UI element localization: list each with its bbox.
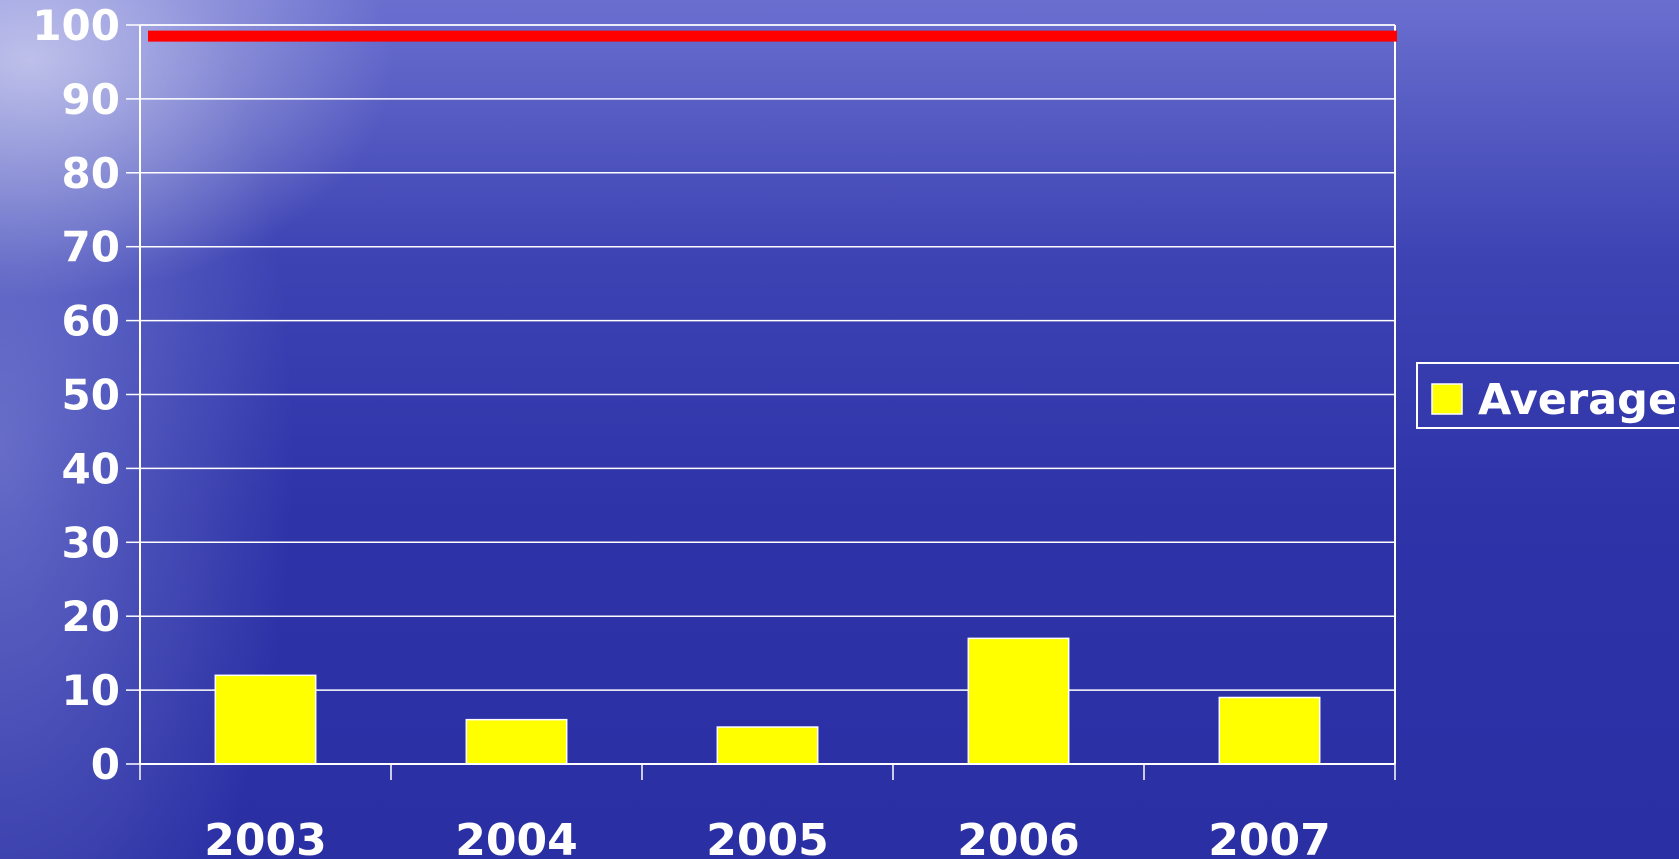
y-tick-label: 30 xyxy=(62,518,120,567)
x-tick-label: 2007 xyxy=(1208,815,1330,859)
y-tick-label: 10 xyxy=(62,666,120,715)
x-tick-label: 2003 xyxy=(204,815,326,859)
legend: Average xyxy=(1416,362,1679,429)
legend-label: Average xyxy=(1478,375,1677,425)
y-tick-label: 0 xyxy=(91,740,120,789)
bar-2006 xyxy=(967,637,1070,765)
y-tick-label: 50 xyxy=(62,371,120,420)
bar-2005 xyxy=(716,726,819,765)
bar-2007 xyxy=(1218,696,1321,765)
legend-box xyxy=(1416,362,1679,429)
bars xyxy=(214,637,1321,765)
y-tick-label: 70 xyxy=(62,223,120,272)
y-tick-label: 20 xyxy=(62,592,120,641)
bar-2004 xyxy=(465,718,568,765)
y-tick-labels: 0 10 20 30 40 50 60 70 80 90 100 xyxy=(32,1,120,789)
y-tick-label: 90 xyxy=(62,75,120,124)
y-tick-label: 60 xyxy=(62,297,120,346)
x-tick-label: 2006 xyxy=(957,815,1079,859)
legend-swatch xyxy=(1431,383,1463,415)
gridlines xyxy=(140,24,1395,691)
y-tick-label: 80 xyxy=(62,149,120,198)
y-tick-label: 100 xyxy=(32,1,120,50)
axes xyxy=(126,24,1396,780)
x-tick-labels: 2003 2004 2005 2006 2007 xyxy=(204,815,1330,859)
x-tick-label: 2005 xyxy=(706,815,828,859)
y-tick-label: 40 xyxy=(62,444,120,493)
x-tick-label: 2004 xyxy=(455,815,577,859)
bar-2003 xyxy=(214,674,317,765)
